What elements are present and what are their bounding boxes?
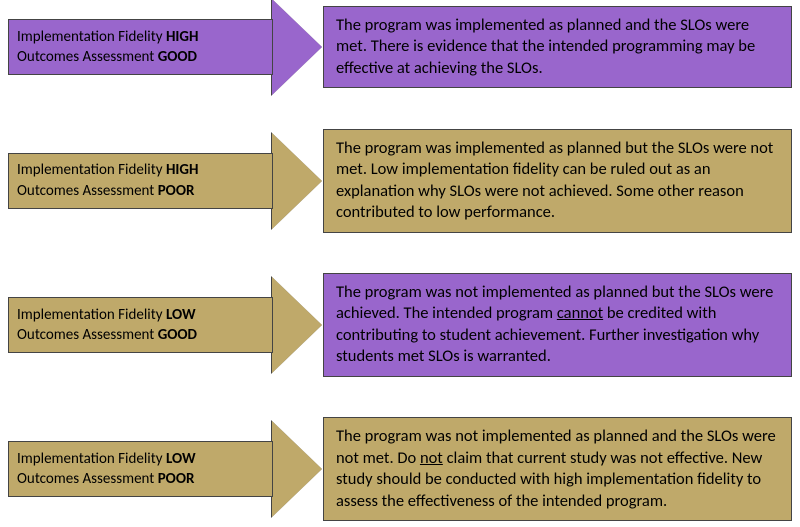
fidelity-prefix: Implementation Fidelity bbox=[17, 161, 166, 179]
row-low-good: Implementation Fidelity LOW Outcomes Ass… bbox=[8, 273, 792, 377]
arrow-head bbox=[272, 277, 322, 373]
fidelity-prefix: Implementation Fidelity bbox=[17, 306, 166, 324]
arrow-shaft: Implementation Fidelity LOW Outcomes Ass… bbox=[8, 441, 273, 497]
outcomes-line: Outcomes Assessment GOOD bbox=[17, 325, 264, 345]
row-low-poor: Implementation Fidelity LOW Outcomes Ass… bbox=[8, 417, 792, 521]
desc-text: The program was implemented as planned a… bbox=[336, 15, 779, 79]
arrow-high-poor: Implementation Fidelity HIGH Outcomes As… bbox=[8, 129, 323, 233]
arrow-shaft: Implementation Fidelity LOW Outcomes Ass… bbox=[8, 297, 273, 353]
desc-text: The program was not implemented as plann… bbox=[336, 426, 779, 512]
fidelity-line: Implementation Fidelity LOW bbox=[17, 305, 264, 325]
outcomes-value: GOOD bbox=[158, 326, 197, 344]
fidelity-line: Implementation Fidelity HIGH bbox=[17, 27, 264, 47]
desc-high-good: The program was implemented as planned a… bbox=[323, 6, 792, 88]
outcomes-prefix: Outcomes Assessment bbox=[17, 470, 158, 488]
outcomes-line: Outcomes Assessment POOR bbox=[17, 181, 264, 201]
desc-text: The program was implemented as planned b… bbox=[336, 138, 779, 224]
arrow-shaft: Implementation Fidelity HIGH Outcomes As… bbox=[8, 153, 273, 209]
desc-high-poor: The program was implemented as planned b… bbox=[323, 129, 792, 233]
outcomes-line: Outcomes Assessment GOOD bbox=[17, 47, 264, 67]
outcomes-value: POOR bbox=[158, 470, 195, 488]
arrow-low-poor: Implementation Fidelity LOW Outcomes Ass… bbox=[8, 417, 323, 521]
arrow-low-good: Implementation Fidelity LOW Outcomes Ass… bbox=[8, 273, 323, 377]
outcomes-line: Outcomes Assessment POOR bbox=[17, 469, 264, 489]
fidelity-value: LOW bbox=[166, 306, 196, 324]
arrow-head bbox=[272, 133, 322, 229]
arrow-head bbox=[272, 421, 322, 517]
fidelity-prefix: Implementation Fidelity bbox=[17, 450, 166, 468]
outcomes-value: POOR bbox=[158, 182, 195, 200]
fidelity-line: Implementation Fidelity HIGH bbox=[17, 160, 264, 180]
outcomes-prefix: Outcomes Assessment bbox=[17, 48, 158, 66]
arrow-shaft: Implementation Fidelity HIGH Outcomes As… bbox=[8, 19, 273, 75]
desc-low-poor: The program was not implemented as plann… bbox=[323, 417, 792, 521]
outcomes-value: GOOD bbox=[158, 48, 197, 66]
arrow-head bbox=[272, 0, 322, 95]
fidelity-prefix: Implementation Fidelity bbox=[17, 28, 166, 46]
desc-low-good: The program was not implemented as plann… bbox=[323, 273, 792, 377]
outcomes-prefix: Outcomes Assessment bbox=[17, 182, 158, 200]
row-high-good: Implementation Fidelity HIGH Outcomes As… bbox=[8, 6, 792, 88]
outcomes-prefix: Outcomes Assessment bbox=[17, 326, 158, 344]
desc-text: The program was not implemented as plann… bbox=[336, 282, 779, 368]
fidelity-line: Implementation Fidelity LOW bbox=[17, 449, 264, 469]
arrow-high-good: Implementation Fidelity HIGH Outcomes As… bbox=[8, 6, 323, 88]
fidelity-value: HIGH bbox=[166, 28, 198, 46]
fidelity-value: LOW bbox=[166, 450, 196, 468]
row-high-poor: Implementation Fidelity HIGH Outcomes As… bbox=[8, 129, 792, 233]
fidelity-value: HIGH bbox=[166, 161, 198, 179]
